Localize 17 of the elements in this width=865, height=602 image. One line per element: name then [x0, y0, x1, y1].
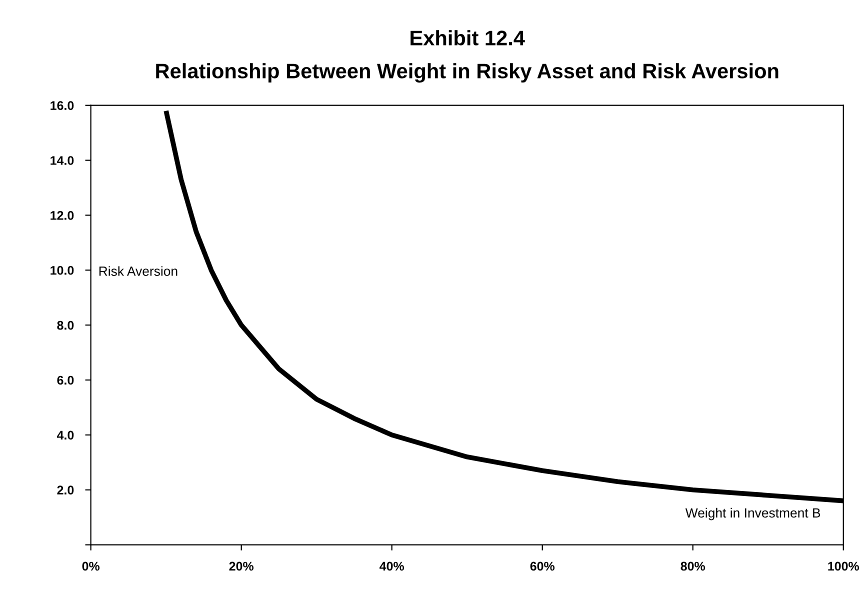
x-axis-title: Weight in Investment B [685, 508, 820, 520]
x-tick-label: 40% [380, 562, 404, 571]
y-tick-label: 14.0 [50, 156, 74, 165]
y-tick-label: 2.0 [57, 486, 74, 495]
y-tick-label: 12.0 [50, 211, 74, 220]
y-tick-label: 6.0 [57, 376, 74, 385]
y-tick-label: 10.0 [50, 266, 74, 275]
x-tick-label: 60% [530, 562, 555, 571]
y-axis-title: Risk Aversion [99, 266, 178, 276]
x-tick-label: 20% [229, 562, 254, 571]
chart-title: Exhibit 12.4 Relationship Between Weight in Risky Asset and Risk Aversion [156, 30, 778, 83]
x-tick-label: 80% [680, 562, 706, 571]
y-tick-label: 16.0 [50, 101, 74, 110]
y-tick-label: 8.0 [57, 320, 74, 330]
x-tick-label: 0% [82, 562, 100, 571]
y-tick-label: 4.0 [56, 430, 74, 440]
x-tick-label: 100% [828, 562, 860, 571]
